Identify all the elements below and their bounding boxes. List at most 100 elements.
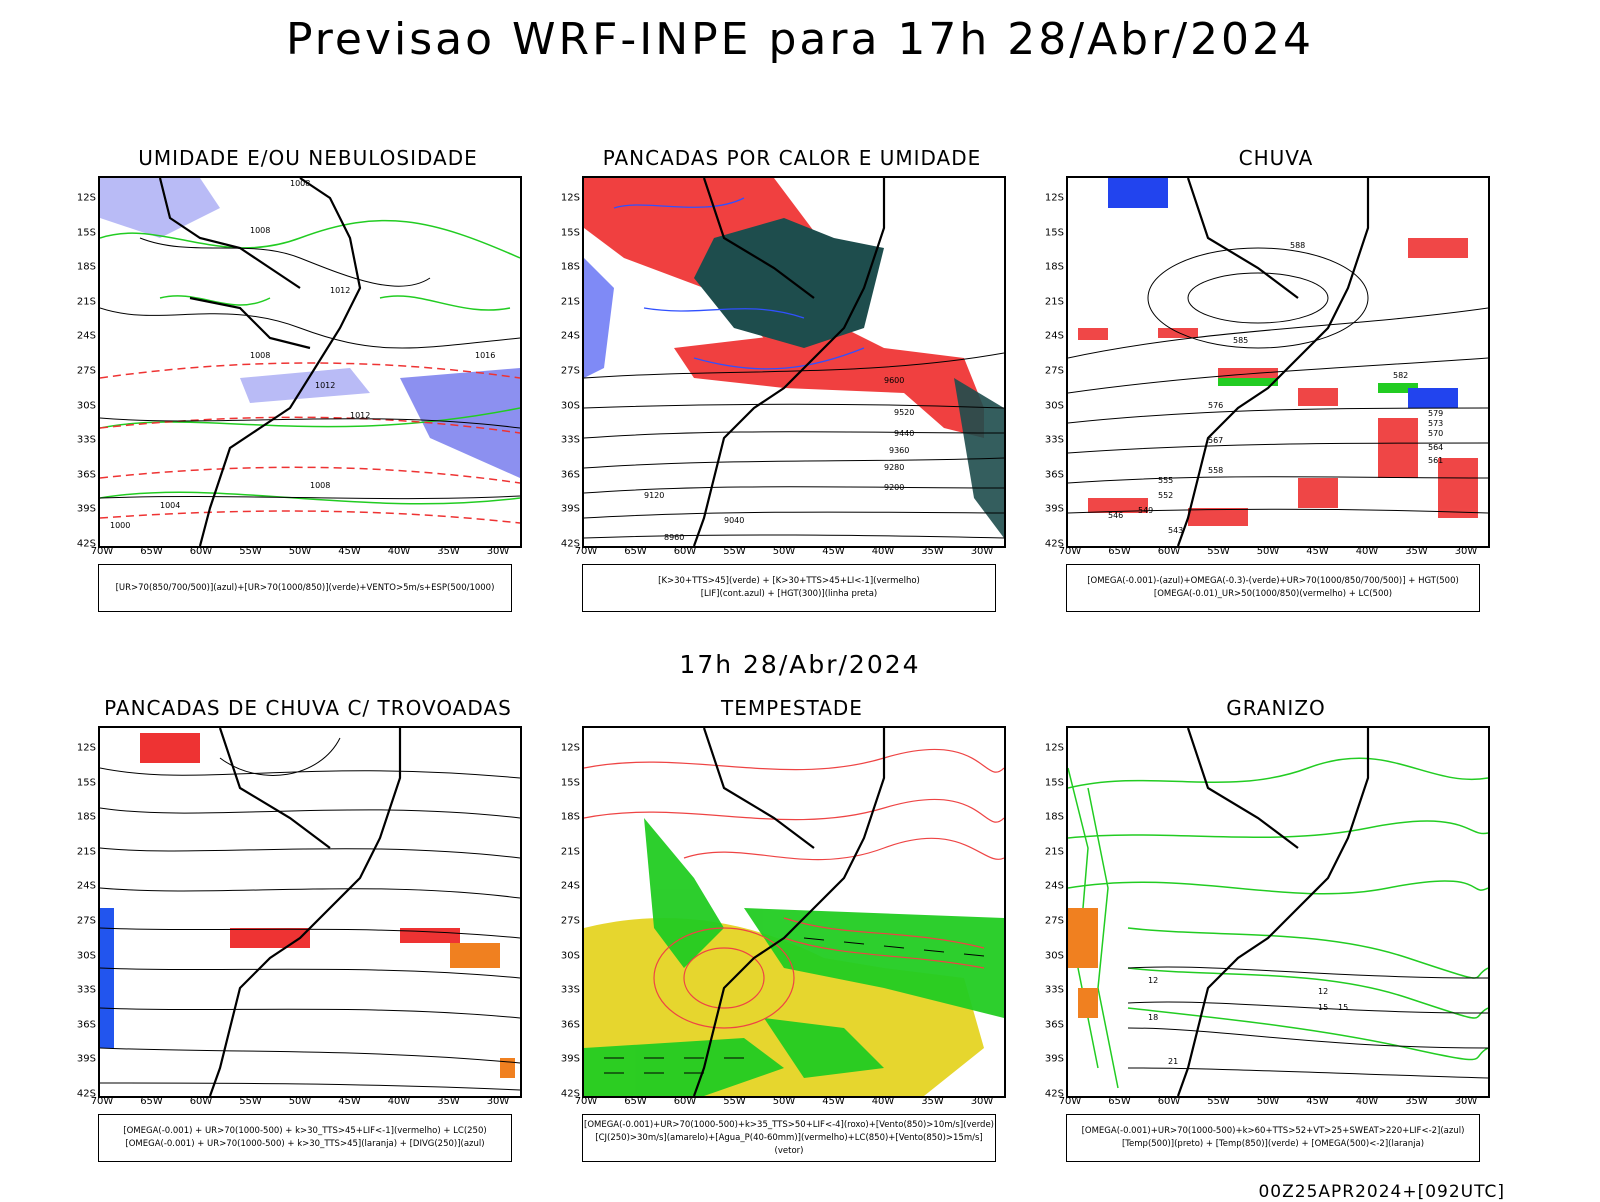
lat-tick-label: 42S xyxy=(560,538,580,550)
coastline xyxy=(208,728,402,1096)
panel-title: PANCADAS DE CHUVA C/ TROVOADAS xyxy=(104,696,512,720)
lat-axis: 12S 15S 18S 21S 24S 27S 30S 33S 36S 39S 42S xyxy=(542,176,580,550)
lat-tick-label: 36S xyxy=(560,1019,580,1031)
lon-tick-label: 40W xyxy=(387,546,411,557)
svg-text:9200: 9200 xyxy=(884,483,904,492)
svg-text:9360: 9360 xyxy=(889,446,909,455)
lon-tick-label: 65W xyxy=(140,1096,163,1107)
lat-tick-label: 39S xyxy=(76,1053,96,1065)
legend-line: [K>30+TTS>45](verde) + [K>30+TTS>45+LI<-… xyxy=(658,576,920,586)
svg-text:570: 570 xyxy=(1428,429,1443,438)
lat-axis: 12S 15S 18S 21S 24S 27S 30S 33S 36S 39S 42S xyxy=(58,726,96,1100)
panel-title: TEMPESTADE xyxy=(721,696,863,720)
lat-tick-label: 15S xyxy=(76,227,96,239)
coastline xyxy=(1176,728,1370,1096)
lat-tick-label: 24S xyxy=(1044,330,1064,342)
map-svg: 9600 9520 9440 9360 9280 9200 9120 9040 … xyxy=(584,178,1004,546)
main-title: Previsao WRF-INPE para 17h 28/Abr/2024 xyxy=(285,14,1314,65)
lat-axis: 12S 15S 18S 21S 24S 27S 30S 33S 36S 39S 42S xyxy=(1026,726,1064,1100)
legend-box: [OMEGA(-0.001)+UR>70(1000-500)+k>35_TTS>… xyxy=(582,1114,996,1162)
lon-tick-label: 50W xyxy=(288,1096,312,1107)
lon-tick-label: 35W xyxy=(921,1096,944,1107)
lon-tick-label: 60W xyxy=(673,546,697,557)
lon-tick-label: 55W xyxy=(239,1096,262,1107)
contour-labels: 1008 1012 1008 1008 1012 1016 1012 1008 … xyxy=(110,179,495,530)
lat-tick-label: 21S xyxy=(76,846,96,858)
lat-tick-label: 27S xyxy=(560,365,580,377)
legend-line: [OMEGA(-0.001) + UR>70(1000-500) + k>30_… xyxy=(123,1126,487,1136)
panel-title: GRANIZO xyxy=(1226,696,1326,720)
svg-text:558: 558 xyxy=(1208,466,1223,475)
svg-text:21: 21 xyxy=(1168,1057,1178,1066)
lat-tick-label: 27S xyxy=(1044,915,1064,927)
lat-tick-label: 30S xyxy=(76,950,96,962)
map-svg xyxy=(584,728,1004,1096)
lon-tick-label: 70W xyxy=(90,1096,114,1107)
lat-tick-label: 21S xyxy=(76,296,96,308)
lon-tick-label: 55W xyxy=(1207,1096,1230,1107)
lat-tick-label: 39S xyxy=(1044,1053,1064,1065)
lat-tick-label: 24S xyxy=(76,880,96,892)
lon-tick-label: 45W xyxy=(822,546,845,557)
lat-tick-label: 18S xyxy=(76,261,96,273)
lon-tick-label: 50W xyxy=(772,1096,796,1107)
lon-tick-label: 70W xyxy=(90,546,114,557)
svg-text:567: 567 xyxy=(1208,436,1223,445)
svg-text:9040: 9040 xyxy=(724,516,744,525)
lon-tick-label: 35W xyxy=(437,546,460,557)
svg-text:1012: 1012 xyxy=(350,411,370,420)
svg-text:1008: 1008 xyxy=(310,481,330,490)
legend-box: [K>30+TTS>45](verde) + [K>30+TTS>45+LI<-… xyxy=(582,564,996,612)
svg-text:18: 18 xyxy=(1148,1013,1158,1022)
map-granizo: 12 15 18 21 15 12 xyxy=(1066,726,1490,1098)
panel-title: PANCADAS POR CALOR E UMIDADE xyxy=(602,146,982,170)
coastline xyxy=(692,728,886,1096)
svg-text:9120: 9120 xyxy=(644,491,664,500)
lat-tick-label: 15S xyxy=(1044,777,1064,789)
svg-text:12: 12 xyxy=(1318,987,1328,996)
svg-text:1012: 1012 xyxy=(315,381,335,390)
coastline xyxy=(692,178,886,546)
lon-tick-label: 45W xyxy=(338,1096,361,1107)
svg-text:561: 561 xyxy=(1428,456,1443,465)
lat-tick-label: 21S xyxy=(560,846,580,858)
lon-axis: 70W 65W 60W 55W 50W 45W 40W 35W 30W xyxy=(1059,546,1490,560)
legend-line: [LIF](cont.azul) + [HGT(300)](linha pret… xyxy=(700,589,878,599)
svg-text:543: 543 xyxy=(1168,526,1183,535)
map-svg: 12 15 18 21 15 12 xyxy=(1068,728,1488,1096)
lon-tick-label: 45W xyxy=(822,1096,845,1107)
lon-tick-label: 65W xyxy=(624,546,647,557)
lat-tick-label: 36S xyxy=(76,1019,96,1031)
lon-tick-label: 40W xyxy=(871,1096,895,1107)
lon-tick-label: 35W xyxy=(921,546,944,557)
lat-tick-label: 33S xyxy=(1044,984,1064,996)
svg-text:1008: 1008 xyxy=(290,179,310,188)
lat-tick-label: 42S xyxy=(1044,538,1064,550)
lat-tick-label: 18S xyxy=(560,261,580,273)
lat-tick-label: 33S xyxy=(76,434,96,446)
lon-tick-label: 65W xyxy=(1108,546,1131,557)
lat-tick-label: 33S xyxy=(560,434,580,446)
legend-box: [OMEGA(-0.001) + UR>70(1000-500) + k>30_… xyxy=(98,1114,512,1162)
legend-line: [Temp(500)](preto) + [Temp(850)](verde) … xyxy=(1121,1139,1425,1149)
lon-tick-label: 60W xyxy=(673,1096,697,1107)
map-svg xyxy=(100,728,520,1096)
lon-tick-label: 70W xyxy=(1058,546,1082,557)
lon-tick-label: 30W xyxy=(1454,546,1478,557)
svg-text:9520: 9520 xyxy=(894,408,914,417)
run-stamp: 00Z25APR2024+[092UTC] xyxy=(1258,1182,1505,1202)
lon-tick-label: 50W xyxy=(1256,1096,1280,1107)
svg-text:12: 12 xyxy=(1148,976,1158,985)
svg-text:1000: 1000 xyxy=(110,521,130,530)
legend-line: [OMEGA(-0.001)-(azul)+OMEGA(-0.3)-(verde… xyxy=(1087,576,1459,586)
lon-tick-label: 70W xyxy=(574,1096,598,1107)
lon-axis: 70W 65W 60W 55W 50W 45W 40W 35W 30W xyxy=(91,546,522,560)
lon-tick-label: 60W xyxy=(189,1096,213,1107)
lat-tick-label: 30S xyxy=(560,950,580,962)
lat-tick-label: 24S xyxy=(1044,880,1064,892)
lat-tick-label: 36S xyxy=(560,469,580,481)
lat-tick-label: 30S xyxy=(560,400,580,412)
legend-line: [OMEGA(-0.001)+UR>70(1000-500)+k>35_TTS>… xyxy=(584,1119,994,1130)
lon-tick-label: 30W xyxy=(970,546,994,557)
lon-tick-label: 45W xyxy=(1306,546,1329,557)
